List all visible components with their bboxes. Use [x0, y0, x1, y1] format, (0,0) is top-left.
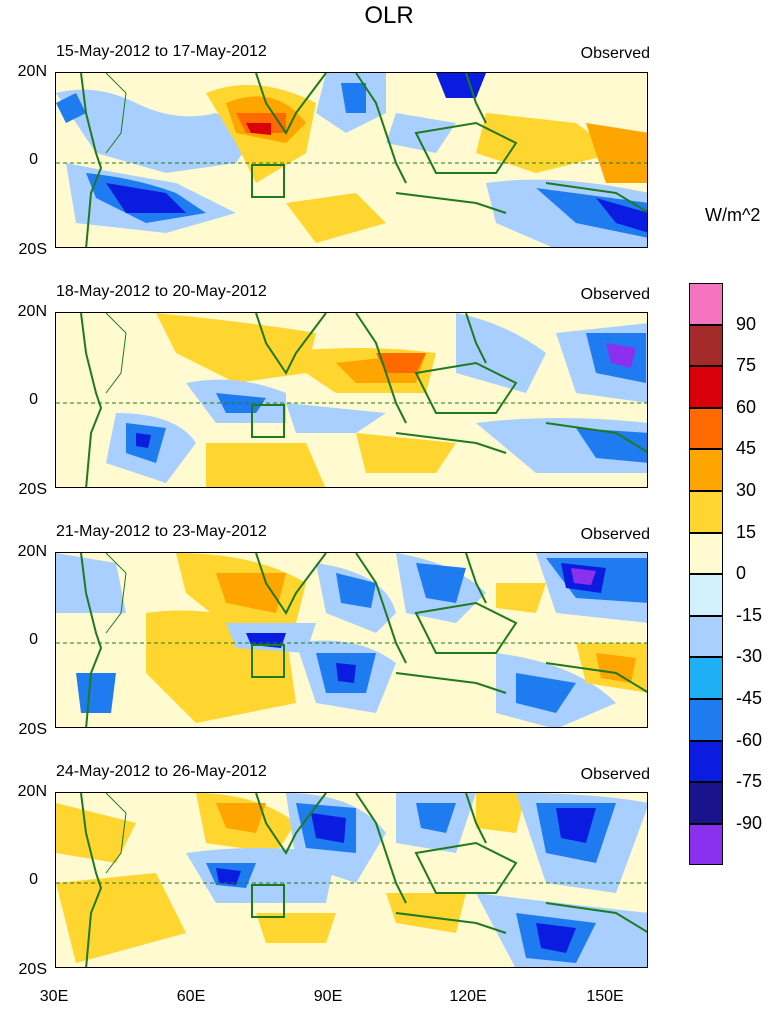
- colorbar-tick-label: 60: [736, 396, 757, 417]
- lat-label-20n: 20N: [17, 303, 47, 320]
- colorbar-swatch: [689, 782, 723, 824]
- colorbar-swatch: [689, 491, 723, 533]
- figure-title: OLR: [364, 2, 414, 29]
- colorbar-tick-label: 30: [736, 480, 757, 500]
- lon-label-60e: 60E: [176, 988, 206, 1005]
- lat-label-0: 0: [29, 151, 38, 168]
- panel-4-period: 24-May-2012 to 26-May-2012: [56, 763, 267, 780]
- colorbar-tick-label: -60: [736, 729, 763, 750]
- lat-label-20n: 20N: [17, 63, 47, 80]
- colorbar-swatch: [689, 324, 723, 367]
- colorbar-tick-label: -30: [736, 646, 763, 667]
- lat-label-20s: 20S: [18, 721, 47, 738]
- lon-label-90e: 90E: [313, 988, 343, 1005]
- colorbar-tick-label: -45: [736, 688, 763, 708]
- panel-3-period: 21-May-2012 to 23-May-2012: [56, 523, 267, 540]
- colorbar-tick-label: -75: [736, 771, 763, 792]
- colorbar-swatch: [689, 366, 723, 408]
- panel-3-map: [55, 552, 648, 728]
- lat-label-20s: 20S: [18, 961, 47, 978]
- panel-1-source: Observed: [580, 45, 650, 62]
- panel-2-source: Observed: [580, 286, 650, 303]
- panel-1-map: [55, 72, 648, 248]
- lat-label-0: 0: [29, 631, 38, 648]
- colorbar-swatch: [689, 699, 723, 741]
- panel-4-svg: [56, 793, 647, 967]
- lat-label-20s: 20S: [18, 241, 47, 258]
- panel-1-period: 15-May-2012 to 17-May-2012: [56, 43, 267, 60]
- colorbar-tick-label: -90: [736, 812, 763, 833]
- colorbar-tick-label: 15: [736, 521, 757, 542]
- colorbar-tick-label: -15: [736, 604, 763, 625]
- lat-label-20n: 20N: [17, 543, 47, 560]
- colorbar-swatch: [689, 574, 723, 616]
- panel-4-map: [55, 792, 648, 968]
- panel-1-svg: [56, 73, 647, 247]
- lon-label-120e: 120E: [449, 988, 487, 1005]
- colorbar-swatch: [689, 740, 723, 783]
- panel-2-period: 18-May-2012 to 20-May-2012: [56, 283, 267, 300]
- colorbar-swatch: [689, 449, 723, 491]
- panel-2-svg: [56, 313, 647, 487]
- lat-label-20n: 20N: [17, 783, 47, 800]
- colorbar-tick-label: 90: [736, 313, 757, 334]
- colorbar-tick-label: 75: [736, 355, 757, 376]
- colorbar-tick-label: 0: [736, 563, 747, 584]
- colorbar-swatch: [689, 657, 723, 699]
- lon-label-30e: 30E: [39, 988, 69, 1005]
- colorbar-swatch: [689, 823, 723, 866]
- panel-3-source: Observed: [580, 526, 650, 543]
- colorbar-unit: W/m^2: [705, 205, 761, 225]
- panel-3-svg: [56, 553, 647, 727]
- colorbar-tick-label: 45: [736, 438, 757, 459]
- lat-label-20s: 20S: [18, 481, 47, 498]
- lat-label-0: 0: [29, 871, 38, 888]
- lon-label-150e: 150E: [586, 988, 624, 1005]
- colorbar-swatch: [689, 615, 723, 658]
- lat-label-0: 0: [29, 391, 38, 408]
- colorbar-swatch: [689, 407, 723, 450]
- panel-2-map: [55, 312, 648, 488]
- panel-4-source: Observed: [580, 766, 650, 783]
- colorbar-swatch: [689, 283, 723, 325]
- colorbar-swatch: [689, 532, 723, 575]
